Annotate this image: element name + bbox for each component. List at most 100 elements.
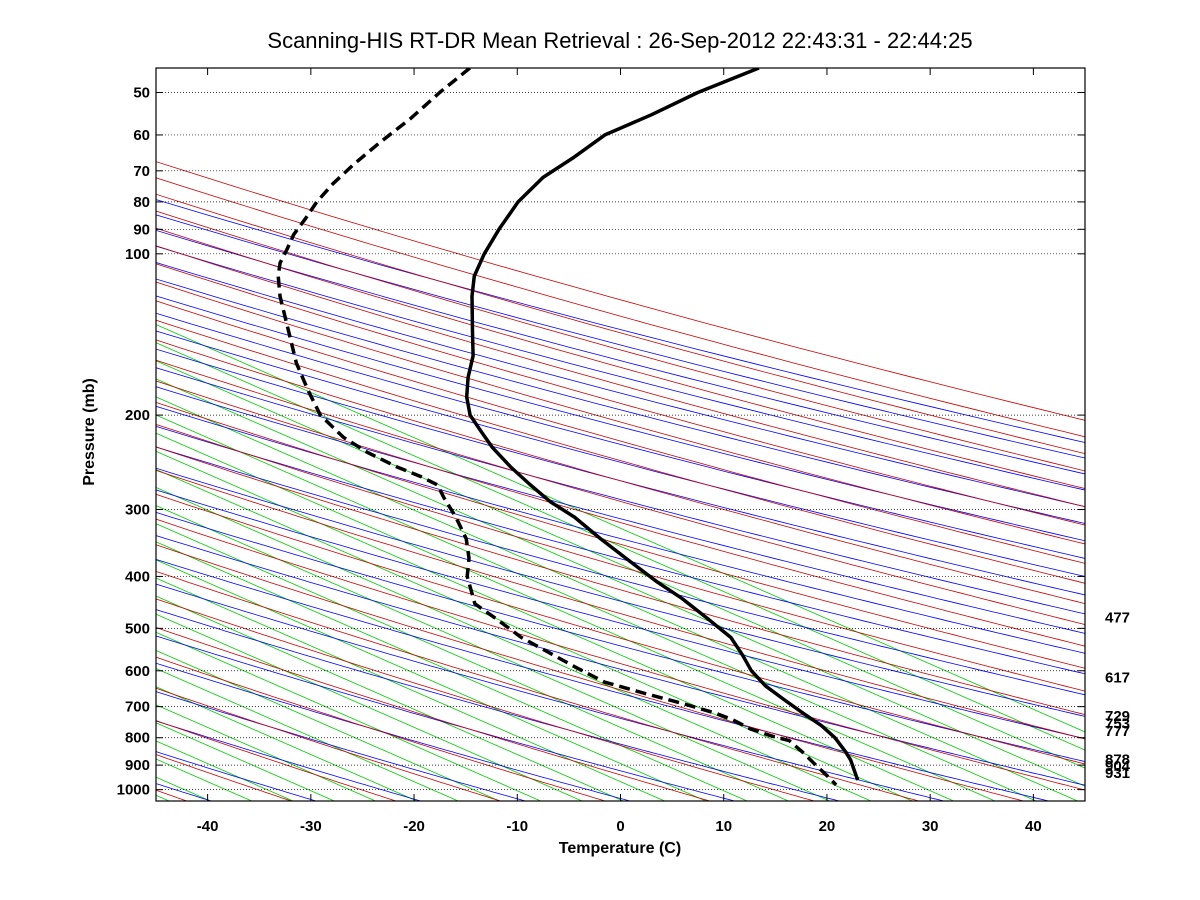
- mixing-ratio-line: [156, 378, 1085, 787]
- mixing-ratio-line: [156, 396, 1078, 801]
- right-pressure-label: 878: [1105, 751, 1130, 768]
- red-adiabat-line: [156, 319, 1085, 584]
- red-adiabat-line: [156, 380, 1085, 647]
- red-adiabat-line: [156, 446, 1085, 716]
- red-adiabat-line: [0, 41, 88, 804]
- dry-adiabat-line: [156, 609, 841, 801]
- dry-adiabat-line: [156, 583, 946, 801]
- mixing-ratio-line: [156, 505, 830, 801]
- red-adiabat-line: [156, 544, 1025, 801]
- dry-adiabat-line: [156, 229, 1085, 475]
- mixing-ratio-line: [156, 668, 459, 801]
- y-tick-label: 80: [133, 194, 150, 211]
- dry-adiabat-line: [156, 295, 1085, 542]
- mixing-ratio-line: [0, 41, 4, 801]
- dry-adiabat-line: [156, 446, 1085, 696]
- red-adiabat-line: [156, 177, 1085, 438]
- red-adiabat-line: [156, 570, 921, 801]
- x-tick-label: 40: [1025, 818, 1042, 835]
- mixing-ratio-line: [156, 595, 624, 801]
- y-tick-label: 500: [125, 620, 150, 637]
- mixing-ratio-line: [0, 41, 45, 801]
- dry-adiabat-line: [156, 214, 1085, 459]
- mixing-ratio-line: [156, 559, 707, 801]
- y-tick-label: 50: [133, 85, 150, 102]
- red-adiabat-line: [156, 598, 816, 801]
- mixing-ratio-line: [156, 541, 748, 801]
- dry-adiabat-line: [156, 467, 1085, 717]
- dry-adiabat-line: [156, 535, 1085, 786]
- x-axis-ticks: -40 -30 -20 -10 0 10 20 30 40: [197, 68, 1042, 835]
- mixing-ratio-line: [156, 686, 417, 801]
- x-tick-label: -10: [506, 818, 528, 835]
- y-tick-label: 600: [125, 663, 150, 680]
- y-tick-label: 100: [125, 246, 150, 263]
- right-pressure-label: 753: [1105, 716, 1130, 733]
- red-adiabat-line: [156, 720, 398, 801]
- red-adiabat-line: [156, 359, 1085, 625]
- mixing-ratio-line: [156, 613, 583, 801]
- dry-adiabat-line: [156, 386, 1085, 634]
- red-adiabat-line: [156, 300, 1085, 564]
- chart-title: Scanning-HIS RT-DR Mean Retrieval : 26-S…: [267, 28, 973, 53]
- x-axis-label: Temperature (C): [558, 840, 682, 857]
- temperature-profile-line: [464, 68, 860, 781]
- y-tick-label: 90: [133, 221, 150, 238]
- red-adiabat-line: [156, 627, 712, 801]
- dry-adiabat-line: [156, 312, 1085, 559]
- pressure-gridlines: [156, 92, 1085, 790]
- x-tick-label: -40: [197, 818, 219, 835]
- dewpoint-profile-line: [276, 68, 838, 787]
- dry-adiabat-line: [156, 662, 632, 801]
- right-pressure-label: 931: [1105, 765, 1130, 782]
- right-pressure-label: 617: [1105, 669, 1130, 686]
- dry-adiabat-line: [156, 262, 1085, 508]
- mixing-ratio-line: [156, 523, 789, 801]
- y-tick-label: 700: [125, 699, 150, 716]
- mixing-ratio-line: [0, 41, 128, 801]
- background-lines: [0, 41, 1085, 804]
- dry-adiabat-line: [156, 751, 318, 801]
- right-pressure-label: 477: [1105, 609, 1130, 626]
- dry-adiabat-line: [156, 489, 1085, 740]
- right-pressure-label: 777: [1105, 723, 1130, 740]
- mixing-ratio-line: [156, 487, 872, 801]
- red-adiabat-line: [156, 245, 1085, 508]
- x-tick-label: -20: [403, 818, 425, 835]
- mixing-ratio-line: [156, 704, 376, 801]
- dry-adiabat-line: [156, 348, 1085, 596]
- red-adiabat-line: [156, 263, 1085, 526]
- y-tick-label: 70: [133, 163, 150, 180]
- y-axis-ticks: 50 60 70 80 90 100 200 300 400 500 600 700 800 900 100…: [117, 85, 1085, 799]
- red-adiabat-line: [156, 493, 1085, 765]
- mixing-ratio-line: [156, 450, 954, 801]
- red-adiabat-line: [156, 656, 607, 801]
- mixing-ratio-line: [0, 41, 87, 801]
- red-adiabat-line: [156, 687, 502, 801]
- dry-adiabat-line: [156, 405, 1085, 654]
- dry-adiabat-line: [156, 199, 1085, 443]
- red-adiabat-line: [156, 401, 1085, 669]
- mixing-ratio-line: [156, 577, 665, 801]
- x-tick-label: -30: [300, 818, 322, 835]
- dry-adiabat-line: [156, 783, 213, 801]
- y-tick-label: 1000: [117, 782, 150, 799]
- red-adiabat-line: [156, 518, 1085, 791]
- dry-adiabat-line: [156, 330, 1085, 577]
- dry-adiabat-line: [156, 245, 1085, 491]
- dry-adiabat-line: [156, 511, 1085, 762]
- y-tick-label: 800: [125, 730, 150, 747]
- dry-adiabat-line: [156, 278, 1085, 524]
- x-tick-label: 30: [922, 818, 939, 835]
- dry-adiabat-line: [156, 691, 527, 801]
- red-adiabat-line: [156, 210, 1085, 472]
- red-adiabat-line: [156, 339, 1085, 605]
- mixing-ratio-line: [156, 776, 211, 801]
- mixing-ratio-line: [156, 468, 913, 801]
- y-tick-label: 300: [125, 501, 150, 518]
- mixing-ratio-line: [156, 360, 1085, 769]
- red-adiabat-line: [156, 423, 1085, 692]
- mixing-ratio-line: [156, 432, 996, 801]
